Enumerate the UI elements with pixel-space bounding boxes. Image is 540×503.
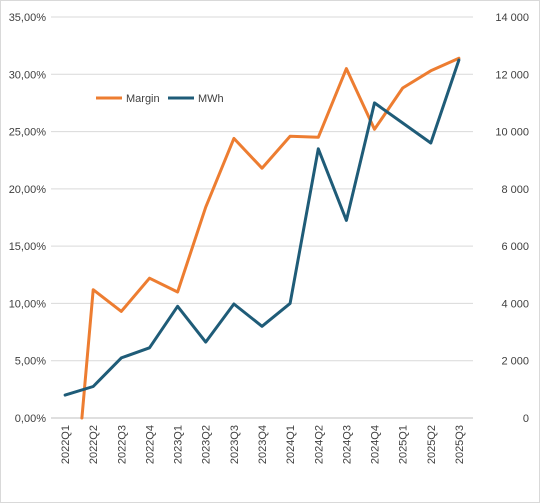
y-left-tick-label: 5,00% (15, 356, 46, 368)
y-right-tick-label: 14 000 (495, 12, 529, 24)
legend-label-margin: Margin (126, 93, 160, 105)
x-tick-label: 2025Q3 (454, 425, 466, 464)
x-tick-label: 2022Q2 (88, 425, 100, 464)
y-right-tick-label: 12 000 (495, 69, 529, 81)
x-tick-label: 2022Q3 (116, 425, 128, 464)
y-left-tick-label: 35,00% (9, 12, 47, 24)
y-right-tick-label: 4 000 (501, 298, 529, 310)
x-tick-label: 2025Q2 (426, 425, 438, 464)
y-left-tick-label: 20,00% (9, 184, 47, 196)
x-tick-label: 2023Q3 (229, 425, 241, 464)
series-line-mwh (63, 58, 461, 397)
x-tick-label: 2025Q1 (398, 425, 410, 464)
x-tick-label: 2024Q1 (285, 425, 297, 464)
y-right-tick-label: 6 000 (501, 241, 529, 253)
y-left-tick-label: 0,00% (15, 413, 46, 425)
y-left-tick-label: 15,00% (9, 241, 47, 253)
x-tick-label: 2024Q4 (370, 425, 382, 464)
series-line-margin (80, 56, 461, 420)
x-tick-label: 2022Q1 (60, 425, 72, 464)
x-tick-label: 2023Q2 (201, 425, 213, 464)
y-right-tick-label: 8 000 (501, 184, 529, 196)
y-left-tick-label: 30,00% (9, 69, 47, 81)
x-tick-label: 2023Q4 (257, 425, 269, 464)
y-right-tick-label: 2 000 (501, 356, 529, 368)
x-tick-label: 2023Q1 (173, 425, 185, 464)
x-tick-label: 2024Q3 (341, 425, 353, 464)
y-right-tick-label: 10 000 (495, 127, 529, 139)
legend-label-mwh: MWh (198, 93, 224, 105)
y-left-tick-label: 10,00% (9, 298, 47, 310)
x-tick-label: 2024Q2 (313, 425, 325, 464)
y-right-tick-label: 0 (523, 413, 529, 425)
x-tick-label: 2022Q4 (144, 425, 156, 464)
y-left-tick-label: 25,00% (9, 127, 47, 139)
